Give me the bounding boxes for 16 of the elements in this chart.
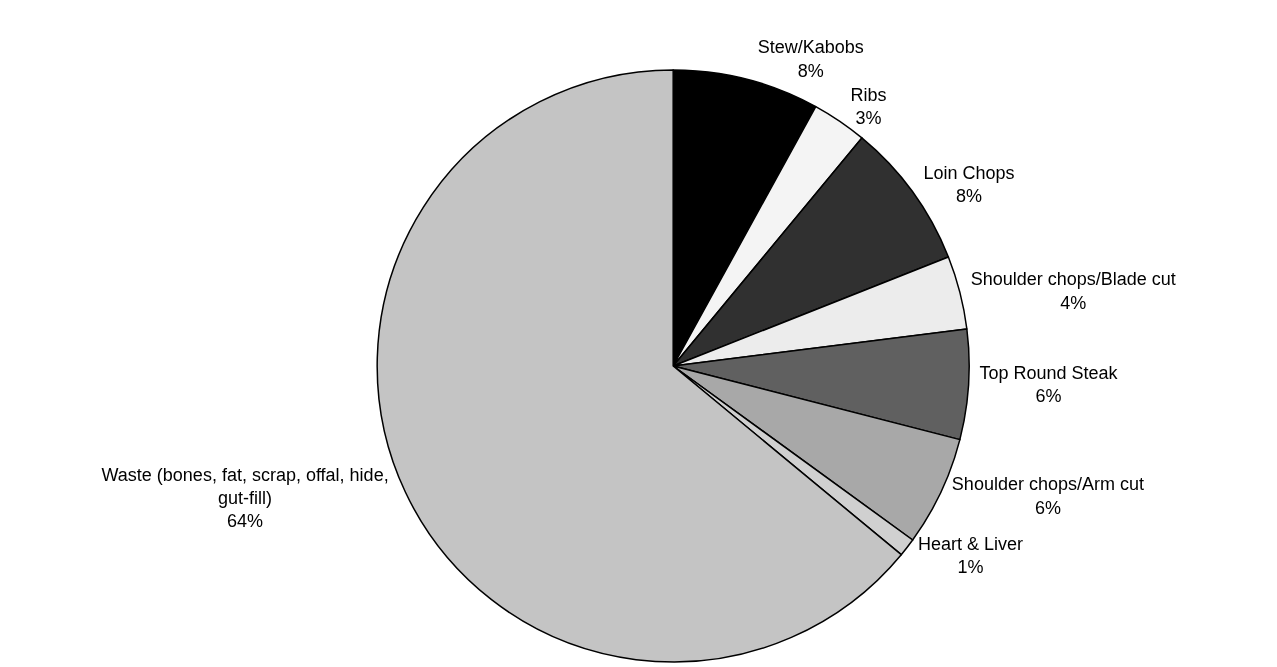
data-label: 8% <box>956 186 983 207</box>
data-label: 6% <box>1034 497 1061 518</box>
data-label: 3% <box>855 108 882 129</box>
data-label: 64% <box>227 511 264 532</box>
slice-label: Waste (bones, fat, scrap, offal, hide, gut-fill) <box>101 464 389 509</box>
data-label: 1% <box>957 557 984 578</box>
slice-label: Shoulder chops/Blade cut <box>970 269 1176 290</box>
data-label: 8% <box>797 60 824 81</box>
data-label: 4% <box>1060 292 1087 313</box>
slice-label: Loin Chops <box>923 162 1015 183</box>
slice-label: Top Round Steak <box>979 362 1119 383</box>
slice-label: Shoulder chops/Arm cut <box>951 474 1144 495</box>
slice-label: Stew/Kabobs <box>757 37 864 58</box>
slice-label: Ribs <box>850 84 887 105</box>
slice-label: Heart & Liver <box>917 533 1023 554</box>
data-label: 6% <box>1035 386 1062 407</box>
